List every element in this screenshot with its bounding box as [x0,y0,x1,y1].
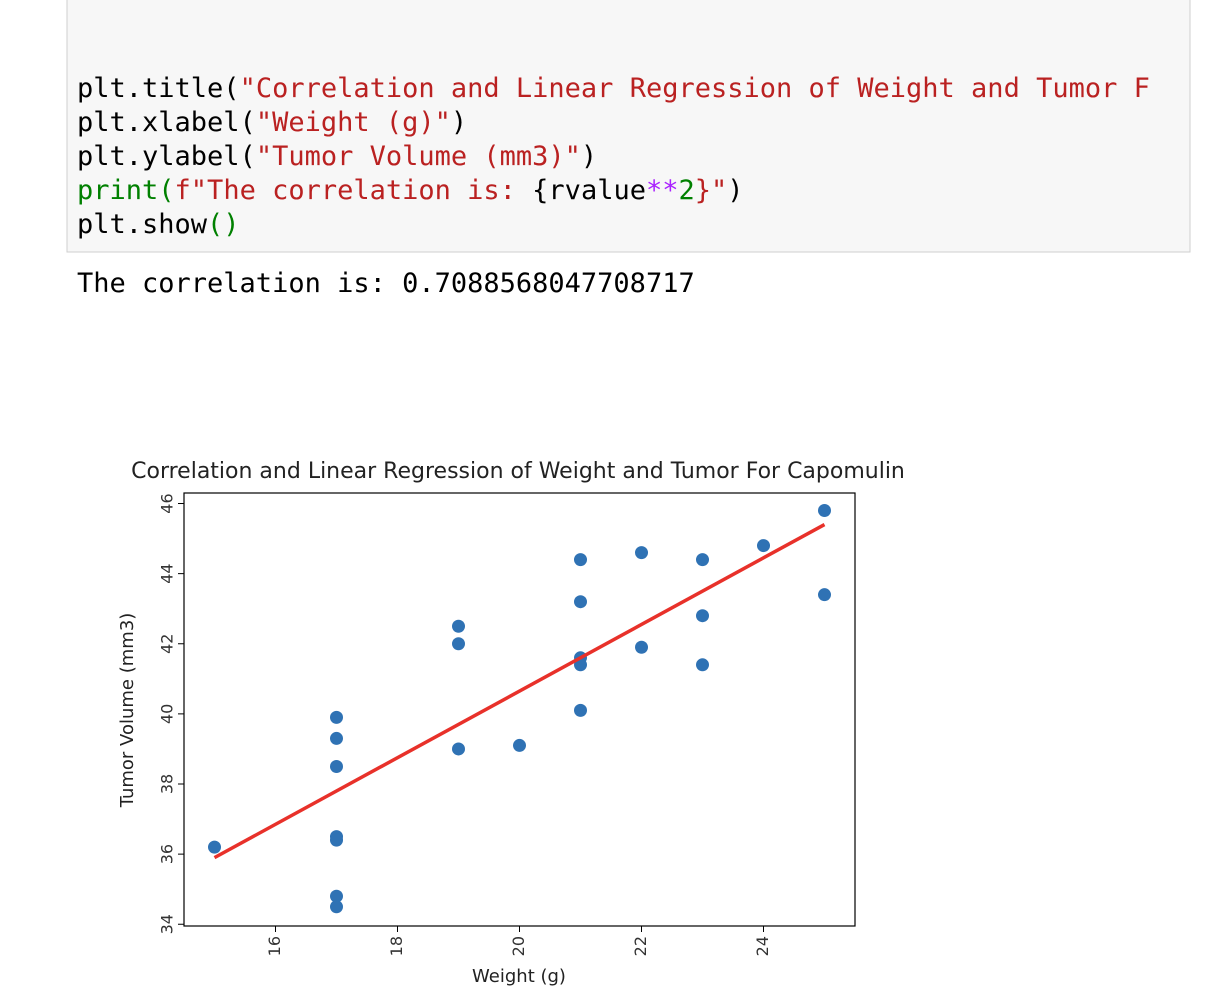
scatter-point [696,658,709,672]
scatter-point [330,900,343,914]
x-tick-label: 20 [509,936,528,956]
scatter-point [757,539,770,553]
scatter-point [452,619,465,633]
code-token: }" [695,175,728,206]
code-line: plt.xlabel("Weight (g)") [77,107,467,138]
code-token: ) [727,175,743,206]
scatter-point [513,738,526,752]
code-line: plt.ylabel("Tumor Volume (mm3)") [77,141,597,172]
scatter-point [330,731,343,745]
y-tick-label: 40 [158,704,177,724]
code-token: ) [581,141,597,172]
y-tick-label: 42 [158,634,177,654]
y-tick-label: 46 [158,493,177,513]
y-tick-label: 34 [158,914,177,934]
scatter-point [696,609,709,623]
x-tick-label: 24 [753,936,772,956]
regression-line [213,523,826,860]
code-token: f"The correlation is: [175,175,533,206]
scatter-point [330,833,343,847]
code-token: plt.ylabel( [77,141,256,172]
scatter-point [452,742,465,756]
scatter-point [330,710,343,724]
scatter-point [330,889,343,903]
scatter-point [696,553,709,567]
x-tick-label: 18 [387,936,406,956]
code-token: plt.show [77,209,208,240]
scatter-point [818,504,831,518]
x-tick-label: 16 [265,936,284,956]
y-tick-label: 44 [158,563,177,583]
code-line: print(f"The correlation is: {rvalue**2}"… [77,175,744,206]
scatter-point [208,840,221,854]
code-token: {rvalue [532,175,646,206]
chart-title: Correlation and Linear Regression of Wei… [131,459,905,484]
code-line: plt.show() [77,209,240,240]
code-token: "Tumor Volume (mm3)" [256,141,581,172]
x-axis-label: Weight (g) [472,966,566,987]
output-text: The correlation is: 0.7088568047708717 [77,268,695,299]
code-token: () [207,209,240,240]
y-axis-label: Tumor Volume (mm3) [117,613,138,809]
code-token: 2 [678,175,694,206]
code-cell [66,0,1191,253]
y-tick-label: 38 [158,774,177,794]
code-line: plt.title("Correlation and Linear Regres… [77,73,1150,104]
x-tick-label: 22 [631,936,650,956]
plot-frame [183,492,856,927]
scatter-point [574,595,587,609]
scatter-point [818,588,831,602]
y-tick-label: 36 [158,844,177,864]
code-token: print( [77,175,175,206]
scatter-point [452,637,465,651]
code-token: plt.title( [77,73,240,104]
code-token: ) [451,107,467,138]
code-token: "Correlation and Linear Regression of We… [240,73,1150,104]
code-token: plt.xlabel( [77,107,256,138]
scatter-point [574,553,587,567]
scatter-point [635,640,648,654]
scatter-point [574,703,587,717]
code-token: "Weight (g)" [256,107,451,138]
scatter-point [635,546,648,560]
scatter-point [330,759,343,773]
code-token: ** [646,175,679,206]
